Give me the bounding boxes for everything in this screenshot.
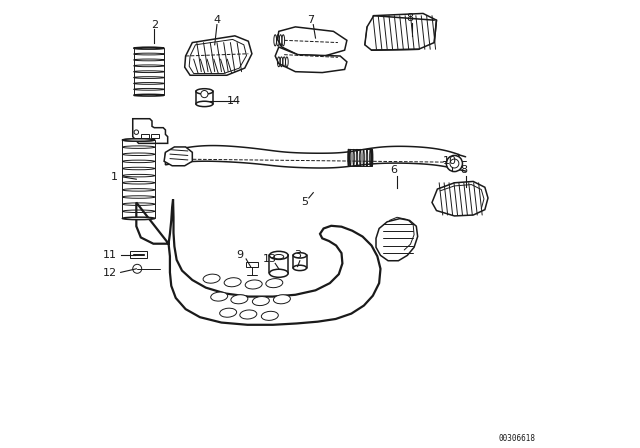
Circle shape [201,90,208,98]
Text: 7: 7 [307,15,315,25]
Ellipse shape [266,279,283,288]
Polygon shape [432,181,488,216]
Ellipse shape [122,217,155,220]
Text: 9: 9 [236,250,243,260]
Polygon shape [132,119,168,143]
Text: 2: 2 [150,20,158,30]
Ellipse shape [134,47,164,49]
Text: 00306618: 00306618 [498,434,535,443]
Ellipse shape [261,311,278,320]
Ellipse shape [293,253,307,258]
Polygon shape [141,134,149,138]
Ellipse shape [269,251,288,259]
Text: 12: 12 [102,268,116,278]
Text: 1: 1 [111,172,117,182]
Ellipse shape [220,308,237,317]
Ellipse shape [348,149,349,166]
Text: 8: 8 [406,13,413,23]
Polygon shape [185,36,252,75]
Ellipse shape [196,89,213,94]
Ellipse shape [293,265,307,271]
Polygon shape [365,13,436,50]
Ellipse shape [273,295,291,304]
Ellipse shape [231,295,248,304]
Ellipse shape [122,139,155,141]
Polygon shape [150,134,159,138]
Polygon shape [136,199,380,325]
Polygon shape [277,27,347,56]
Polygon shape [131,251,147,258]
Polygon shape [275,47,347,73]
Circle shape [450,159,459,168]
Text: 13: 13 [263,254,277,264]
Ellipse shape [371,149,372,166]
Text: 5: 5 [301,197,308,207]
Polygon shape [164,147,192,166]
Circle shape [446,155,463,172]
Text: 10: 10 [443,156,457,166]
Ellipse shape [245,280,262,289]
Ellipse shape [269,269,288,277]
Ellipse shape [196,101,213,107]
Polygon shape [165,146,459,169]
Text: 11: 11 [102,250,116,260]
Ellipse shape [224,278,241,287]
Polygon shape [376,219,418,261]
Circle shape [132,264,141,273]
Ellipse shape [240,310,257,319]
Ellipse shape [203,274,220,283]
Text: 4: 4 [213,15,221,25]
Ellipse shape [211,292,228,301]
Circle shape [134,130,138,134]
Text: 8: 8 [460,165,467,175]
Polygon shape [246,262,258,267]
Ellipse shape [134,95,164,96]
Text: 6: 6 [390,165,397,175]
Ellipse shape [252,297,269,306]
Text: 3: 3 [294,250,301,260]
Text: 14: 14 [227,96,241,106]
